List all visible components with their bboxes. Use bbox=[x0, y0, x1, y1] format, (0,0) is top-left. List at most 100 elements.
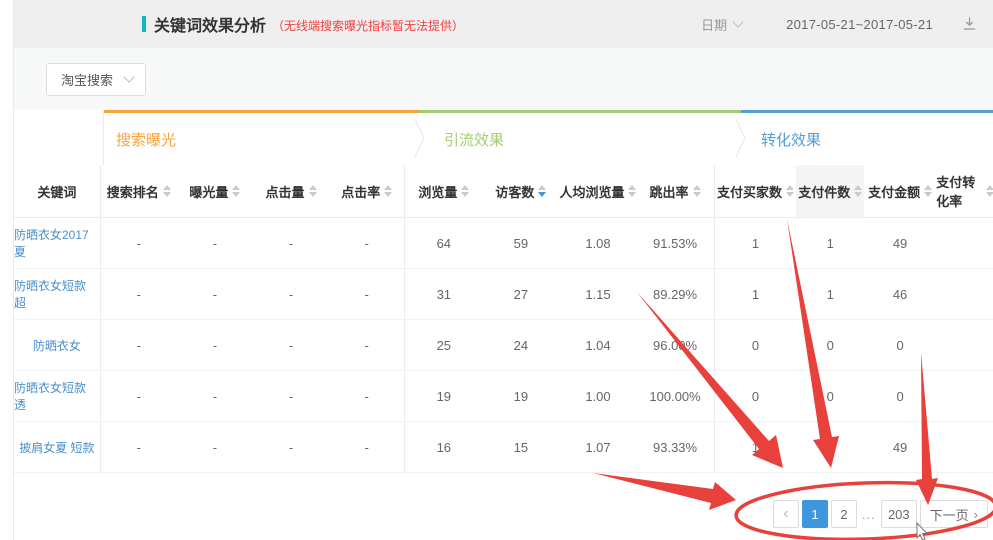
sort-icon[interactable] bbox=[162, 185, 171, 197]
sort-icon[interactable] bbox=[924, 185, 933, 197]
title-accent-bar bbox=[142, 16, 146, 32]
page-button-1[interactable]: 1 bbox=[801, 500, 828, 528]
table-cell bbox=[936, 320, 993, 370]
table-cell bbox=[936, 422, 993, 472]
keyword-link[interactable]: 防晒衣女短款 透 bbox=[14, 381, 87, 412]
table-cell: 1 bbox=[826, 439, 834, 455]
table-cell: 49 bbox=[892, 439, 908, 455]
table-row: 防晒衣女2017夏 - - - - 64 59 1.08 91.53% 1 1 49 bbox=[14, 218, 993, 269]
column-header-4[interactable]: 点击量 bbox=[253, 165, 329, 217]
column-header-10[interactable]: 支付买家数 bbox=[715, 165, 797, 217]
column-header-label: 跳出率 bbox=[649, 184, 689, 200]
table-cell: 93.33% bbox=[637, 422, 715, 472]
page-button-203[interactable]: 203 bbox=[880, 500, 917, 528]
column-header-9[interactable]: 跳出率 bbox=[637, 165, 715, 217]
table-cell: 25 bbox=[436, 337, 452, 353]
sort-icon[interactable] bbox=[986, 185, 993, 197]
table-cell bbox=[936, 218, 993, 268]
column-header-8[interactable]: 人均浏览量 bbox=[559, 165, 637, 217]
table-cell: - bbox=[288, 286, 294, 302]
table-cell: 19 bbox=[513, 388, 529, 404]
table-cell: - bbox=[329, 218, 406, 268]
column-header-label: 浏览量 bbox=[418, 184, 458, 200]
chevron-down-icon bbox=[123, 71, 135, 83]
table-cell: 1.15 bbox=[585, 286, 611, 302]
page-button-2[interactable]: 2 bbox=[830, 500, 857, 528]
pagination-ellipsis: ... bbox=[862, 506, 876, 522]
sort-icon[interactable] bbox=[232, 185, 241, 197]
keyword-link[interactable]: 披肩女夏 短款 bbox=[19, 440, 95, 455]
keyword-cell: 防晒衣女2017夏 bbox=[14, 218, 101, 268]
date-dropdown[interactable]: 日期 bbox=[701, 15, 744, 34]
group-spacer bbox=[14, 110, 104, 165]
table-group-header-row: 搜索曝光 引流效果 转化效果 bbox=[14, 110, 993, 165]
prev-page-button[interactable]: ‹ bbox=[772, 500, 799, 528]
table-cell: 0 bbox=[826, 388, 834, 404]
table-cell: 1.07 bbox=[585, 439, 611, 455]
group-header-search-exposure: 搜索曝光 bbox=[104, 110, 420, 165]
column-header-label: 访客数 bbox=[495, 184, 535, 200]
table-cell: - bbox=[212, 337, 218, 353]
table-cell: - bbox=[212, 388, 218, 404]
sort-icon[interactable] bbox=[538, 185, 547, 197]
table-cell: 1 bbox=[826, 235, 834, 251]
sort-icon[interactable] bbox=[461, 185, 470, 197]
keyword-link[interactable]: 防晒衣女短款 超 bbox=[14, 279, 87, 310]
table-cell: 1 bbox=[751, 235, 760, 251]
table-cell: - bbox=[329, 320, 406, 370]
column-header-12[interactable]: 支付金额 bbox=[864, 165, 936, 217]
sort-icon[interactable] bbox=[786, 185, 795, 197]
table-cell: 15 bbox=[513, 439, 529, 455]
download-button[interactable] bbox=[961, 16, 978, 32]
table-cell: - bbox=[288, 337, 294, 353]
table-cell: 49 bbox=[892, 235, 908, 251]
sort-icon[interactable] bbox=[308, 185, 317, 197]
column-header-1: 关键词 bbox=[14, 165, 101, 217]
chevron-down-icon bbox=[732, 16, 744, 28]
column-header-7[interactable]: 访客数 bbox=[482, 165, 559, 217]
table-cell: - bbox=[136, 439, 141, 455]
table-cell: - bbox=[329, 269, 406, 319]
table-cell: 91.53% bbox=[637, 218, 715, 268]
table-cell: 64 bbox=[436, 235, 452, 251]
sort-icon[interactable] bbox=[628, 185, 637, 197]
column-header-5[interactable]: 点击率 bbox=[329, 165, 406, 217]
next-page-label: 下一页 bbox=[929, 507, 969, 523]
table-cell: 100.00% bbox=[637, 371, 715, 421]
page-title: 关键词效果分析 bbox=[154, 18, 267, 35]
table-cell: 89.29% bbox=[637, 269, 715, 319]
keyword-cell: 防晒衣女短款 超 bbox=[14, 269, 101, 319]
table-row: 防晒衣女短款 超 - - - - 31 27 1.15 89.29% 1 1 46 bbox=[14, 269, 993, 320]
date-range-value[interactable]: 2017-05-21~2017-05-21 bbox=[786, 16, 933, 32]
sort-icon[interactable] bbox=[384, 185, 393, 197]
table-cell: 24 bbox=[513, 337, 529, 353]
channel-select[interactable]: 淘宝搜索 bbox=[46, 62, 146, 96]
panel-header: 关键词效果分析 （无线端搜索曝光指标暂无法提供） 日期 2017-05-21~2… bbox=[14, 0, 993, 48]
column-header-13[interactable]: 支付转化率 bbox=[936, 165, 993, 217]
table-cell: - bbox=[136, 388, 141, 404]
column-header-3[interactable]: 曝光量 bbox=[177, 165, 253, 217]
column-header-11[interactable]: 支付件数 bbox=[796, 165, 864, 217]
table-cell: - bbox=[212, 235, 218, 251]
sort-icon[interactable] bbox=[692, 185, 701, 197]
table-cell: 31 bbox=[436, 286, 452, 302]
column-header-label: 支付买家数 bbox=[717, 184, 783, 200]
column-header-2[interactable]: 搜索排名 bbox=[101, 165, 177, 217]
column-header-label: 支付转化率 bbox=[936, 175, 976, 209]
next-page-button[interactable]: 下一页 › bbox=[919, 500, 988, 528]
table-cell: 0 bbox=[826, 337, 834, 353]
keyword-link[interactable]: 防晒衣女2017夏 bbox=[14, 228, 89, 259]
group-divider-chevron-icon bbox=[735, 118, 746, 158]
column-header-6[interactable]: 浏览量 bbox=[405, 165, 482, 217]
table-cell: 1.00 bbox=[585, 388, 611, 404]
keyword-link[interactable]: 防晒衣女 bbox=[32, 338, 81, 353]
date-dropdown-label: 日期 bbox=[701, 17, 728, 33]
keyword-cell: 防晒衣女 bbox=[14, 320, 101, 370]
pagination: ‹ 1 2 ... 203 下一页 › bbox=[770, 500, 988, 528]
sort-icon[interactable] bbox=[854, 185, 863, 197]
column-header-label: 关键词 bbox=[37, 184, 77, 200]
table-row: 披肩女夏 短款 - - - - 16 15 1.07 93.33% 1 1 49 bbox=[14, 422, 993, 473]
title-note: （无线端搜索曝光指标暂无法提供） bbox=[272, 18, 465, 33]
column-header-label: 曝光量 bbox=[189, 184, 229, 200]
column-header-label: 点击率 bbox=[341, 184, 381, 200]
